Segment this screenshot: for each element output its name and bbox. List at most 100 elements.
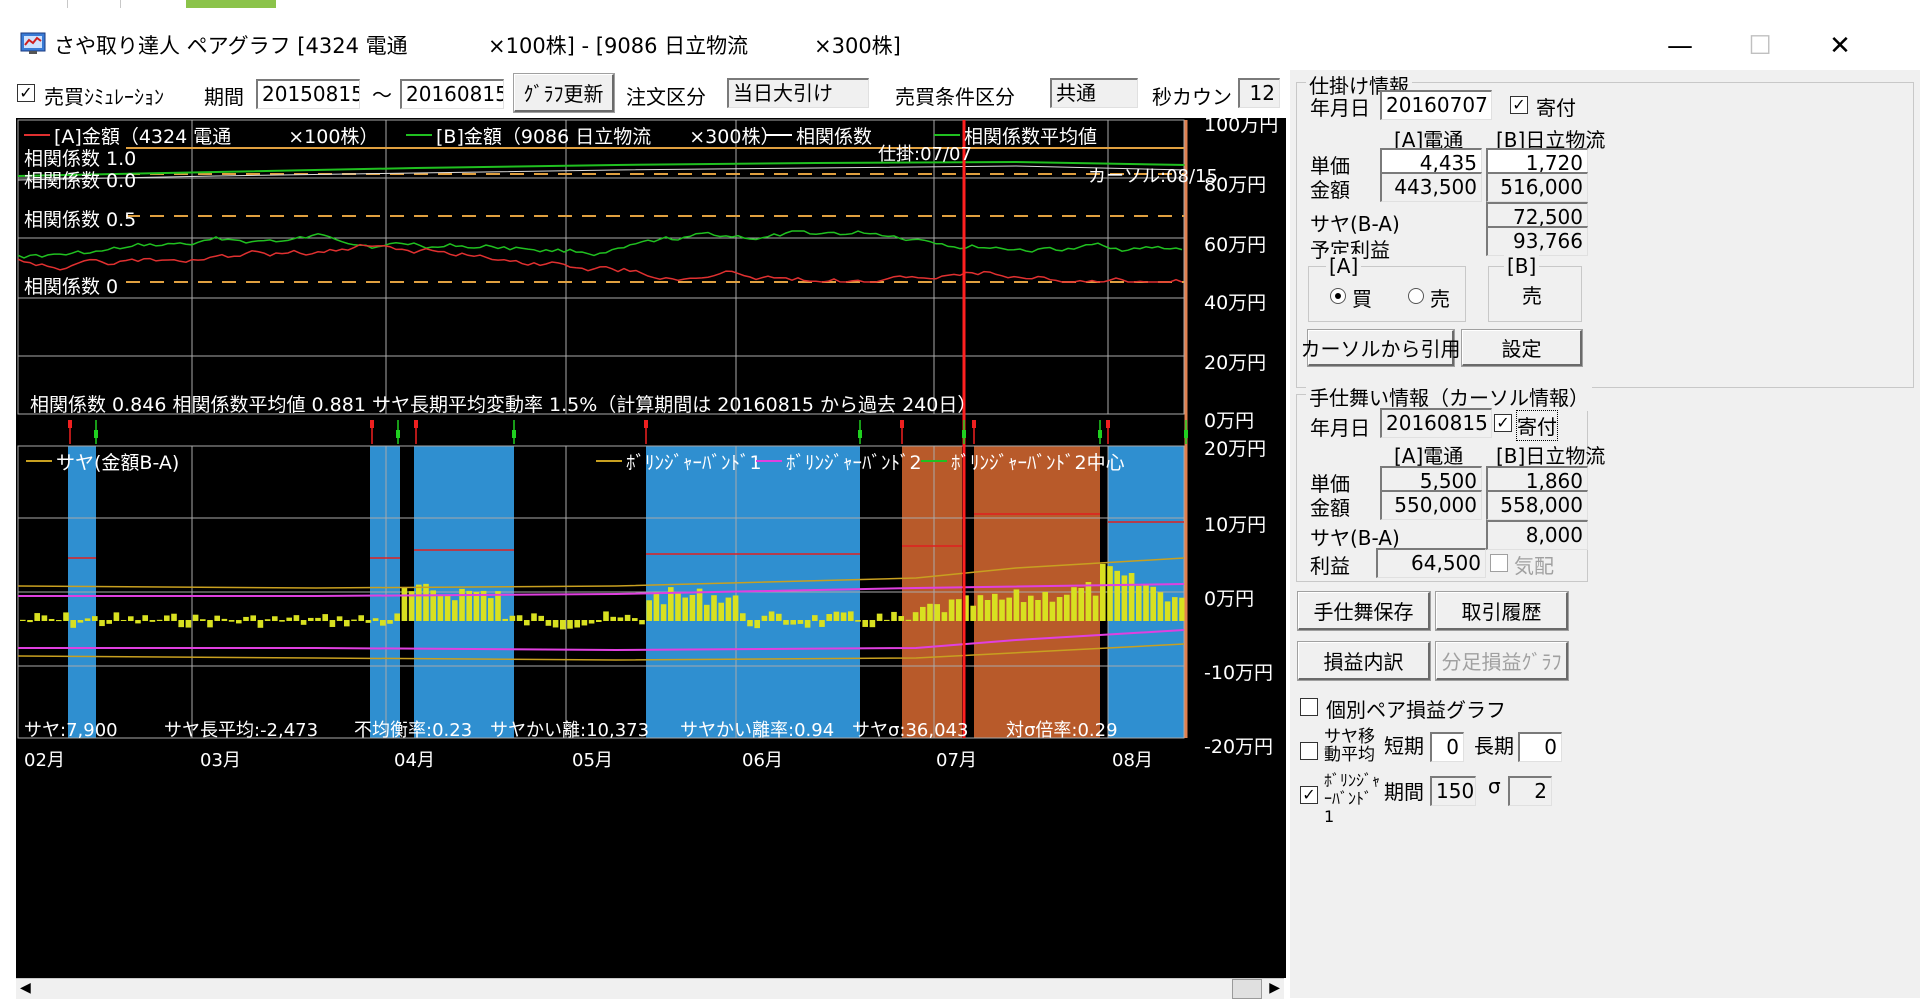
entry-amount-label: 金額 bbox=[1310, 178, 1350, 202]
pair-chart[interactable]: [A]金額（4324 電通 ×100株） [B]金額（9086 日立物流 ×30… bbox=[16, 114, 1286, 978]
chart-canvas bbox=[17, 119, 1188, 739]
month-label: 07月 bbox=[936, 750, 977, 771]
spread-bar bbox=[322, 614, 328, 621]
signal-head bbox=[858, 430, 862, 438]
entry-date-input[interactable]: 20160707 bbox=[1380, 90, 1492, 120]
spread-bar bbox=[797, 620, 804, 624]
pair-graph-checkbox[interactable] bbox=[1300, 698, 1318, 716]
spread-bar bbox=[660, 604, 667, 621]
spread-bar bbox=[1056, 597, 1063, 621]
save-exit-button[interactable]: 手仕舞保存 bbox=[1298, 592, 1430, 630]
spread-bar bbox=[1150, 586, 1156, 621]
sell-label: 売 bbox=[1430, 287, 1450, 311]
stat-divergence-rate: サヤかい離率:0.94 bbox=[680, 720, 835, 741]
group-a-box bbox=[1308, 266, 1466, 322]
buy-radio[interactable] bbox=[1330, 288, 1346, 304]
spread-bar bbox=[999, 599, 1005, 621]
entry-amount-b: 516,000 bbox=[1486, 172, 1588, 202]
spread-bar bbox=[862, 620, 868, 627]
entry-open-checkbox[interactable]: ✓ bbox=[1510, 96, 1528, 114]
axis-bottom-label: 20万円 bbox=[1204, 438, 1267, 460]
ma-long-input[interactable]: 0 bbox=[1518, 732, 1562, 762]
spread-bar bbox=[840, 612, 847, 621]
entry-price-label: 単価 bbox=[1310, 154, 1350, 178]
spread-bar bbox=[1049, 601, 1056, 621]
bb-period-input[interactable]: 150 bbox=[1430, 776, 1476, 806]
ma-short-input[interactable]: 0 bbox=[1430, 732, 1464, 762]
signal-head bbox=[94, 430, 98, 438]
spread-bar bbox=[1035, 599, 1041, 621]
spread-bar bbox=[1107, 566, 1113, 621]
bb-label: ﾎﾞﾘﾝｼﾞｬｰﾊﾞﾝﾄﾞ1 bbox=[1324, 771, 1381, 826]
spread-bar bbox=[452, 600, 458, 621]
pnl-detail-button[interactable]: 損益内訳 bbox=[1298, 642, 1430, 680]
ma-checkbox[interactable] bbox=[1300, 742, 1318, 760]
spread-bar bbox=[1064, 594, 1070, 621]
spread-bar bbox=[560, 620, 566, 630]
spread-bar bbox=[286, 617, 292, 621]
sell-radio[interactable] bbox=[1408, 288, 1424, 304]
trade-condition-value[interactable]: 共通 bbox=[1050, 78, 1138, 108]
lower-bars bbox=[20, 563, 1185, 630]
minute-pnl-graph-button[interactable]: 分足損益ｸﾞﾗﾌ bbox=[1436, 642, 1568, 680]
order-type-value[interactable]: 当日大引け bbox=[727, 78, 869, 108]
spread-bar bbox=[617, 617, 624, 621]
signal-head bbox=[414, 420, 418, 428]
ma-label: サヤ移動平均 bbox=[1324, 727, 1375, 765]
spread-bar bbox=[178, 620, 184, 628]
month-label: 04月 bbox=[394, 750, 435, 771]
scroll-left-icon[interactable]: ◀ bbox=[20, 980, 31, 996]
spread-bar bbox=[164, 615, 170, 621]
legend-a-swatch bbox=[24, 134, 50, 136]
upper-grid bbox=[17, 119, 1185, 415]
group-b-value: 売 bbox=[1522, 284, 1542, 308]
spread-bar bbox=[977, 595, 984, 621]
cursor-marker-label: カーソル:08/15 bbox=[1088, 166, 1218, 187]
scroll-thumb[interactable] bbox=[1232, 979, 1262, 999]
axis-bottom-label: -20万円 bbox=[1204, 736, 1274, 758]
spread-bar bbox=[567, 620, 573, 629]
spread-bar bbox=[912, 612, 919, 621]
spread-bar bbox=[516, 615, 523, 621]
scroll-right-icon[interactable]: ▶ bbox=[1269, 980, 1280, 996]
kihai-label: 気配 bbox=[1514, 554, 1554, 578]
period-from-input[interactable]: 20150815 bbox=[256, 79, 360, 109]
spread-bar bbox=[430, 590, 436, 621]
spread-bar bbox=[221, 618, 228, 621]
tab-divider bbox=[120, 0, 121, 8]
spread-bar bbox=[207, 620, 213, 628]
trade-history-button[interactable]: 取引履歴 bbox=[1436, 592, 1568, 630]
spread-bar bbox=[272, 616, 278, 621]
period-to-input[interactable]: 20160815 bbox=[400, 79, 504, 109]
simulation-checkbox[interactable]: ✓ bbox=[17, 84, 35, 102]
spread-bar bbox=[250, 615, 256, 621]
spread-bar bbox=[948, 599, 955, 621]
cursor-open-checkbox[interactable]: ✓ bbox=[1494, 414, 1512, 432]
corr-avg-line bbox=[17, 160, 1187, 177]
spread-bar bbox=[113, 612, 120, 621]
bb-checkbox[interactable]: ✓ bbox=[1300, 786, 1318, 804]
minimize-button[interactable]: — bbox=[1667, 31, 1693, 61]
spread-bar bbox=[192, 614, 199, 621]
graph-refresh-button[interactable]: ｸﾞﾗﾌ更新 bbox=[514, 74, 614, 112]
active-tab-indicator bbox=[186, 0, 276, 8]
maximize-button[interactable]: ☐ bbox=[1748, 31, 1772, 61]
legend-spread: サヤ(金額B-A) bbox=[56, 452, 180, 474]
bb-sigma-input[interactable]: 2 bbox=[1508, 776, 1552, 806]
kihai-checkbox[interactable] bbox=[1490, 554, 1508, 572]
signal-head bbox=[900, 420, 904, 428]
spread-bar bbox=[308, 617, 314, 621]
entry-settings-button[interactable]: 設定 bbox=[1462, 330, 1582, 366]
entry-open-label: 寄付 bbox=[1536, 96, 1576, 120]
spread-bar bbox=[214, 615, 220, 621]
legend-bb2c: ﾎﾞﾘﾝｼﾞｬｰﾊﾞﾝﾄﾞ2中心 bbox=[951, 452, 1125, 474]
from-cursor-button[interactable]: カーソルから引用 bbox=[1301, 330, 1461, 366]
chart-scrollbar[interactable]: ◀ ▶ bbox=[16, 978, 1284, 999]
entry-info-group bbox=[1296, 82, 1914, 388]
spread-bar bbox=[876, 613, 883, 621]
close-button[interactable]: ✕ bbox=[1829, 31, 1851, 61]
tab-divider bbox=[67, 0, 68, 8]
toolbar: ✓ 売買ｼﾐｭﾚｰｼｮﾝ 期間 20150815 〜 20160815 ｸﾞﾗﾌ… bbox=[0, 70, 1580, 118]
cursor-profit-label: 利益 bbox=[1310, 554, 1350, 578]
axis-top-label: 100万円 bbox=[1204, 114, 1279, 136]
